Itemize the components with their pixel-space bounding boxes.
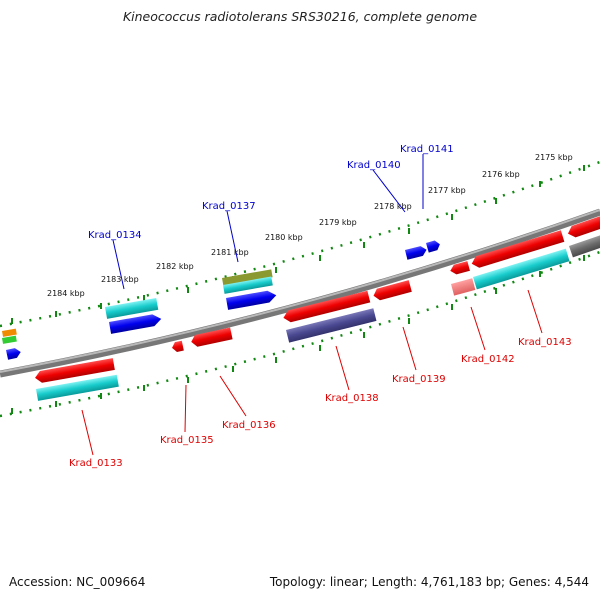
scale-tick-label: 2178 kbp xyxy=(374,202,412,211)
label-leader-line xyxy=(184,384,187,433)
scale-tick-label: 2181 kbp xyxy=(211,248,249,257)
gene-label-top: Krad_0141 xyxy=(400,144,454,155)
gene-label-bottom: Krad_0136 xyxy=(222,420,276,431)
label-leader-line xyxy=(527,289,543,334)
gene-label-bottom: Krad_0133 xyxy=(69,458,123,469)
cds-krad-0133 xyxy=(36,374,119,401)
cds-krad-0134 xyxy=(105,297,159,319)
gene-right-edge xyxy=(567,214,600,238)
gene-label-bottom: Krad_0138 xyxy=(325,393,379,404)
genome-backbone xyxy=(0,208,600,378)
cds-krad-0137 xyxy=(223,276,273,294)
gene-krad-0138 xyxy=(283,290,371,323)
label-leader-line xyxy=(335,345,350,391)
edge-feature-orange xyxy=(1,328,17,337)
edge-feature-green xyxy=(1,335,17,344)
gene-arrow-small xyxy=(6,348,21,360)
scale-tick-label: 2183 kbp xyxy=(101,275,139,284)
scale-labels: 2175 kbp 2176 kbp 2177 kbp 2178 kbp 2179 kbp… xyxy=(47,153,573,298)
gene-krad-0133 xyxy=(35,358,115,383)
label-leader-line xyxy=(470,306,486,351)
gene-krad-0141 xyxy=(426,240,440,253)
gene-label-bottom: Krad_0142 xyxy=(461,354,515,365)
label-leader-line xyxy=(402,326,417,371)
scale-tick-label: 2175 kbp xyxy=(535,153,573,162)
gene-krad-0135 xyxy=(172,340,184,352)
gene-krad-0139 xyxy=(373,280,412,301)
gene-label-top: Krad_0137 xyxy=(202,201,256,212)
gene-krad-0134 xyxy=(109,314,162,334)
scale-tick-label: 2177 kbp xyxy=(428,186,466,195)
gene-krad-0143 xyxy=(471,230,565,268)
scale-tick-label: 2179 kbp xyxy=(319,218,357,227)
label-leader-line xyxy=(219,375,247,417)
label-leader-line xyxy=(81,409,94,456)
scale-tick-label: 2184 kbp xyxy=(47,289,85,298)
scale-tick-label: 2180 kbp xyxy=(265,233,303,242)
cds-krad-0142 xyxy=(451,278,476,296)
gene-krad-0142 xyxy=(450,261,470,275)
gene-krad-0137 xyxy=(226,290,277,310)
cds-right-edge xyxy=(569,232,600,258)
gene-krad-0136 xyxy=(191,327,233,347)
scale-tick-label: 2176 kbp xyxy=(482,170,520,179)
label-leader-line xyxy=(226,210,239,263)
topology-text: Topology: linear; Length: 4,761,183 bp; … xyxy=(269,575,589,589)
cds-krad-0143 xyxy=(472,248,570,290)
gene-label-top: Krad_0134 xyxy=(88,230,142,241)
cds-krad-0138 xyxy=(286,308,377,343)
label-leader-line xyxy=(372,169,406,213)
accession-text: Accession: NC_009664 xyxy=(9,575,146,589)
gene-label-top: Krad_0140 xyxy=(347,160,401,171)
gene-krad-0140 xyxy=(405,246,427,260)
ruler-tickmarks xyxy=(11,165,585,414)
label-leader-line xyxy=(112,239,125,290)
gene-label-bottom: Krad_0143 xyxy=(518,337,572,348)
scale-tick-label: 2182 kbp xyxy=(156,262,194,271)
gene-label-bottom: Krad_0135 xyxy=(160,435,214,446)
feature-krad-0137-olive xyxy=(222,269,273,286)
map-title: Kineococcus radiotolerans SRS30216, comp… xyxy=(122,9,478,24)
gene-label-bottom: Krad_0139 xyxy=(392,374,446,385)
